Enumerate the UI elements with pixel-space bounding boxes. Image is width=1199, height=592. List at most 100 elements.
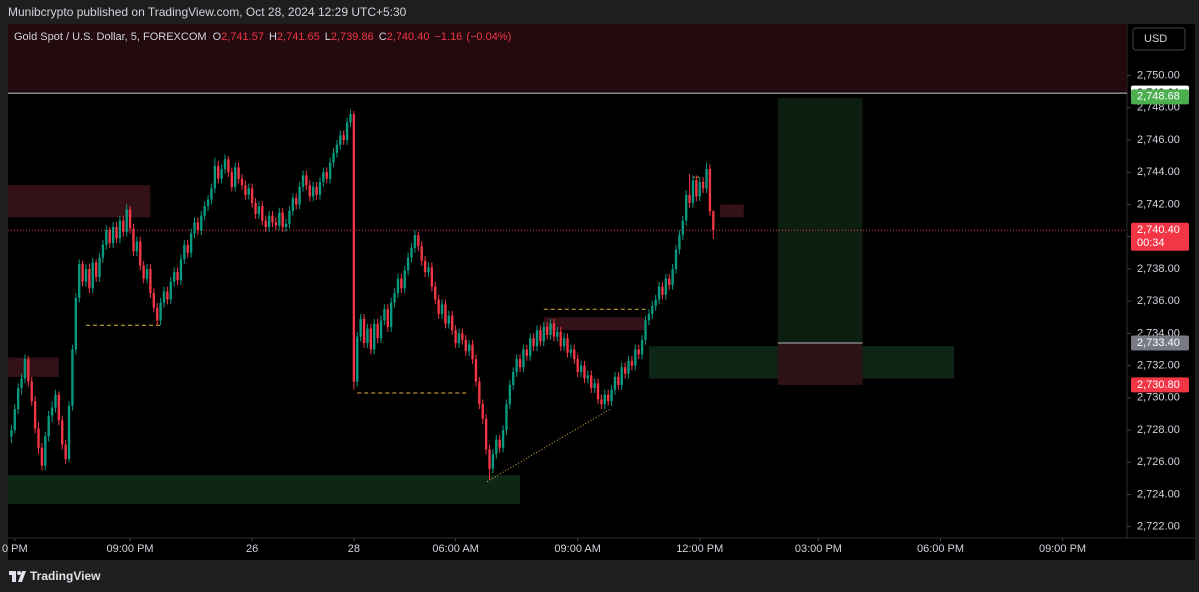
candle-body — [691, 180, 695, 203]
candle-body — [318, 181, 322, 195]
candle-body — [44, 436, 47, 466]
candle-body — [71, 349, 74, 406]
candle-body — [461, 333, 464, 340]
candle-body — [227, 159, 230, 173]
candle-body — [135, 241, 139, 252]
candle-body — [515, 359, 518, 373]
candle-body — [701, 181, 705, 189]
candle-body — [203, 206, 206, 216]
zone — [777, 343, 863, 385]
zone — [8, 357, 59, 377]
candle-body — [298, 186, 301, 205]
candle-body — [495, 439, 498, 455]
candle-body — [305, 175, 308, 186]
candle-body — [708, 169, 712, 212]
candle-body — [518, 359, 522, 368]
candle-body — [383, 309, 386, 321]
y-tick-label: 2,732.00 — [1137, 359, 1180, 371]
candle-body — [115, 227, 118, 239]
candle-body — [172, 272, 176, 282]
candle-body — [607, 394, 610, 402]
candle-body — [498, 439, 501, 448]
candle-body — [539, 330, 542, 342]
candle-body — [261, 206, 264, 221]
candle-body — [451, 315, 454, 331]
candle-body — [501, 430, 505, 448]
candle-body — [288, 210, 291, 224]
candle-body — [206, 199, 210, 207]
candle-body — [583, 365, 586, 379]
candle-body — [64, 444, 67, 460]
candle-body — [695, 180, 698, 197]
candle-body — [132, 228, 135, 252]
candle-body — [352, 114, 356, 382]
candle-body — [559, 331, 562, 347]
candle-body — [542, 326, 545, 342]
candle-body — [552, 323, 556, 337]
candle-body — [712, 211, 715, 231]
candle-body — [13, 409, 16, 431]
candle-body — [637, 349, 640, 355]
candle-body — [16, 388, 20, 410]
candle-body — [417, 235, 420, 247]
candle-body — [532, 338, 535, 347]
zone — [777, 98, 863, 344]
candle-body — [610, 389, 613, 402]
candle-body — [684, 194, 688, 221]
candle-body — [122, 220, 125, 232]
candle-body — [54, 394, 57, 408]
candle-body — [118, 220, 122, 239]
zone — [543, 317, 646, 331]
currency-label[interactable]: USD — [1144, 33, 1167, 45]
candle-body — [220, 169, 223, 179]
legend-key: H — [269, 31, 277, 43]
candle-body — [505, 404, 508, 431]
candle-body — [393, 293, 396, 303]
price-tag-label: 2,748.68 — [1137, 91, 1180, 103]
candle-body — [40, 447, 44, 466]
candle-body — [162, 291, 166, 303]
candle-body — [613, 376, 617, 390]
currency-box[interactable] — [1132, 27, 1186, 51]
x-tick-label: 09:00 AM — [554, 543, 600, 555]
candle-body — [166, 291, 169, 300]
ohlc-legend: Gold Spot / U.S. Dollar, 5, FOREXCOM O2,7… — [14, 31, 511, 43]
x-tick-label: 09:00 PM — [107, 543, 154, 555]
candle-body — [284, 223, 288, 228]
candle-body — [335, 144, 339, 153]
candle-body — [57, 394, 61, 421]
candle-body — [142, 265, 145, 279]
legend-value: 2,741.57 — [221, 31, 264, 43]
candle-body — [230, 172, 233, 187]
candle-body — [674, 249, 678, 269]
chart-background — [8, 24, 1195, 560]
candle-body — [593, 383, 596, 389]
candle-body — [186, 244, 189, 253]
tradingview-logo — [9, 571, 26, 582]
candle-body — [491, 454, 495, 469]
y-tick-label: 2,728.00 — [1137, 424, 1180, 436]
candle-body — [291, 198, 295, 211]
candle-body — [81, 264, 84, 282]
candle-body — [332, 152, 335, 163]
candle-body — [529, 338, 532, 356]
candle-body — [579, 365, 583, 373]
candle-body — [386, 309, 389, 327]
candle-body — [125, 209, 128, 232]
candle-body — [545, 326, 549, 335]
candle-body — [30, 381, 33, 402]
footer-brand[interactable]: TradingView — [30, 569, 101, 583]
candle-body — [464, 339, 467, 352]
x-tick-label: 28 — [348, 543, 360, 555]
candle-body — [444, 304, 447, 324]
candle-body — [484, 418, 488, 450]
candle-body — [20, 378, 23, 389]
candle-body — [671, 268, 674, 286]
candle-body — [410, 247, 413, 258]
candle-body — [640, 339, 644, 355]
candle-body — [549, 323, 552, 335]
candle-body — [200, 215, 203, 231]
candle-body — [420, 246, 423, 261]
candle-body — [688, 194, 691, 203]
